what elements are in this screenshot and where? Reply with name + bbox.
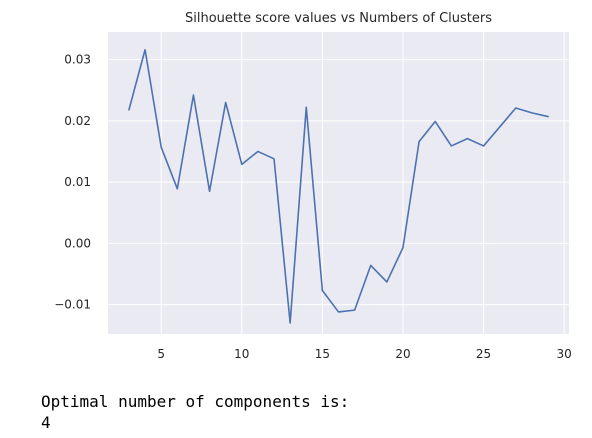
output-text-value: 4 — [41, 413, 51, 432]
output-text-label: Optimal number of components is: — [41, 392, 350, 411]
silhouette-chart: 5 10 15 20 25 30 −0.01 0.00 0.01 0.02 0.03 Silhou… — [54, 11, 572, 361]
plot-background — [108, 32, 569, 334]
series-line-silhouette — [128, 48, 549, 324]
x-tick-label: 5 — [157, 347, 165, 361]
y-tick-label: 0.03 — [64, 53, 91, 67]
x-tick-label: 15 — [315, 347, 330, 361]
x-tick-label: 20 — [395, 347, 410, 361]
y-tick-label: −0.01 — [54, 298, 91, 312]
chart-title: Silhouette score values vs Numbers of Cl… — [185, 11, 492, 26]
x-tick-labels: 5 10 15 20 25 30 — [157, 347, 571, 361]
series-lines — [128, 48, 549, 324]
x-tick-label: 10 — [234, 347, 249, 361]
grid-lines — [108, 32, 569, 334]
x-tick-label: 25 — [476, 347, 491, 361]
y-tick-label: 0.00 — [64, 236, 91, 250]
y-tick-label: 0.01 — [64, 175, 91, 189]
y-tick-label: 0.02 — [64, 114, 91, 128]
y-tick-labels: −0.01 0.00 0.01 0.02 0.03 — [54, 53, 91, 312]
x-tick-label: 30 — [557, 347, 572, 361]
